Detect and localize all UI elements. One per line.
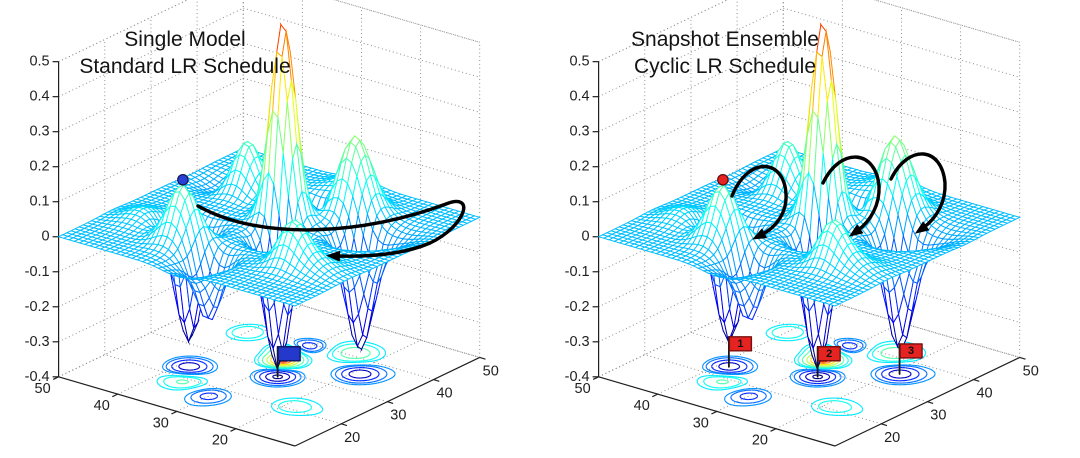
surface-plot-snapshot-ensemble — [540, 0, 1080, 458]
surface-plot-single-model — [0, 0, 540, 458]
panel-title-snapshot-ensemble: Snapshot Ensemble Cyclic LR Schedule — [550, 26, 900, 80]
panel-single-model: Single Model Standard LR Schedule — [0, 0, 540, 458]
panel-snapshot-ensemble: Snapshot Ensemble Cyclic LR Schedule — [540, 0, 1080, 458]
panel-title-single-model: Single Model Standard LR Schedule — [10, 26, 360, 80]
title-line-1: Single Model — [124, 28, 246, 51]
title-line-1: Snapshot Ensemble — [631, 28, 819, 51]
title-line-2: Cyclic LR Schedule — [633, 55, 817, 78]
title-line-2: Standard LR Schedule — [79, 55, 291, 78]
